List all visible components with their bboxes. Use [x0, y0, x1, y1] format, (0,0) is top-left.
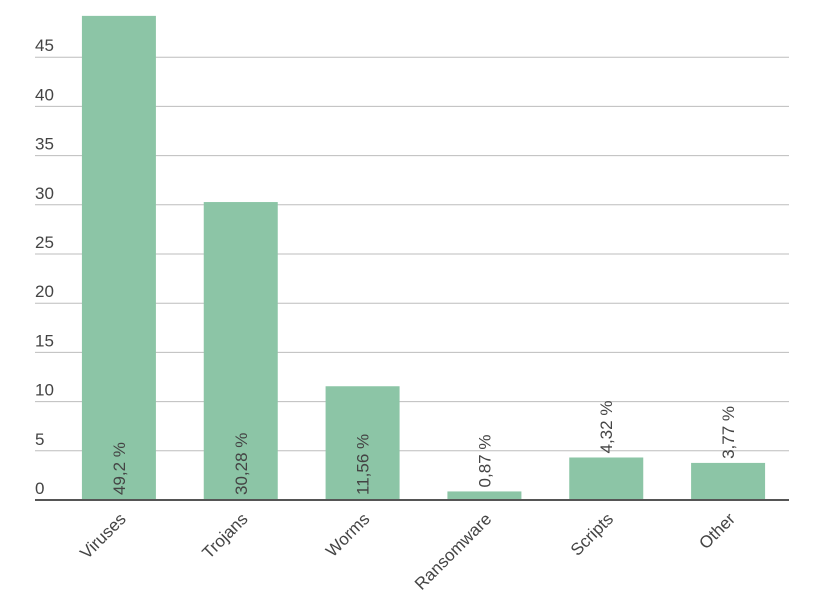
value-label: 3,77 % — [719, 406, 738, 459]
bar — [569, 457, 644, 500]
value-label: 30,28 % — [232, 433, 251, 495]
x-tick-label: Viruses — [76, 509, 129, 562]
bar — [203, 202, 278, 500]
y-tick-label: 25 — [35, 233, 54, 252]
y-tick-label: 35 — [35, 135, 54, 154]
x-tick-label: Worms — [322, 509, 373, 560]
x-tick-label: Scripts — [567, 509, 617, 559]
value-label: 0,87 % — [475, 435, 494, 488]
y-tick-label: 45 — [35, 36, 54, 55]
y-tick-label: 30 — [35, 184, 54, 203]
bar — [691, 462, 766, 500]
y-tick-label: 0 — [35, 479, 44, 498]
bar — [447, 491, 522, 500]
y-tick-label: 15 — [35, 331, 54, 350]
x-tick-label: Trojans — [199, 509, 252, 562]
y-tick-label: 40 — [35, 85, 54, 104]
y-tick-label: 5 — [35, 430, 44, 449]
x-tick-label: Other — [695, 509, 739, 553]
y-tick-label: 20 — [35, 282, 54, 301]
x-tick-label: Ransomware — [411, 509, 495, 593]
value-label: 11,56 % — [354, 434, 373, 495]
bar — [325, 386, 400, 500]
bar — [81, 15, 156, 500]
value-label: 49,2 % — [110, 442, 129, 495]
value-label: 4,32 % — [597, 401, 616, 454]
y-tick-label: 10 — [35, 381, 54, 400]
